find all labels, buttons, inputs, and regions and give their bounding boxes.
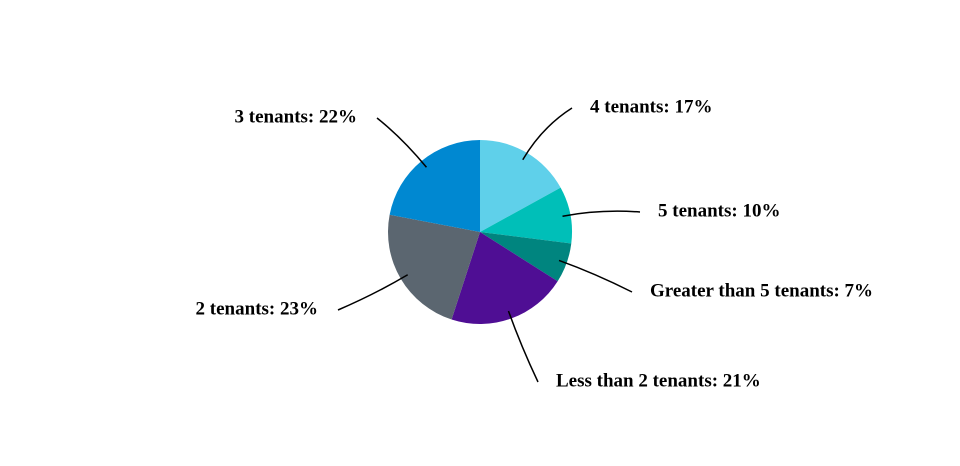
pie-slice	[480, 187, 572, 244]
pie-slice	[388, 214, 480, 320]
data-label: 2 tenants: 23%	[196, 298, 318, 319]
pie-slice	[480, 232, 572, 282]
pie-slice	[480, 140, 561, 232]
data-label: 3 tenants: 22%	[235, 106, 357, 127]
leader-line	[376, 117, 428, 168]
data-label: 4 tenants: 17%	[590, 96, 712, 117]
leader-line	[562, 210, 641, 217]
leader-line	[337, 274, 409, 311]
leader-line	[507, 310, 539, 383]
data-label: Less than 2 tenants: 21%	[556, 370, 761, 391]
pie-slice	[389, 140, 480, 232]
pie-slice	[451, 232, 558, 325]
leader-line	[558, 259, 633, 293]
data-label: 5 tenants: 10%	[658, 200, 780, 221]
data-label: Greater than 5 tenants: 7%	[650, 280, 873, 301]
leader-line	[522, 107, 573, 161]
